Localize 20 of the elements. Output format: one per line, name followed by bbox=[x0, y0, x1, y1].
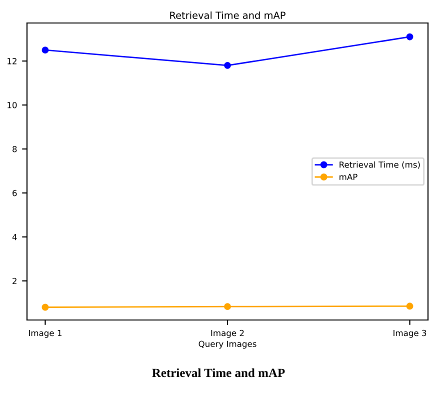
chart-title: Retrieval Time and mAP bbox=[170, 11, 286, 19]
x-axis-title: Query Images bbox=[198, 340, 256, 349]
point bbox=[224, 303, 231, 310]
legend-label: Retrieval Time (ms) bbox=[340, 161, 420, 169]
y-tick-label: 8 bbox=[12, 146, 17, 152]
x-tick-label: Image 1 bbox=[29, 330, 62, 338]
text: Retrieval Time and mAP bbox=[152, 368, 285, 378]
legend-label: mAP bbox=[340, 174, 358, 180]
point bbox=[406, 33, 414, 40]
point bbox=[406, 302, 414, 310]
x-tick-label: Image 3 bbox=[394, 330, 426, 338]
point bbox=[224, 62, 231, 69]
y-tick-label: 12 bbox=[8, 58, 16, 64]
y-tick-label: 10 bbox=[8, 102, 17, 108]
y-tick-label: 2 bbox=[12, 278, 16, 284]
point bbox=[42, 304, 49, 311]
x-tick-label: Image 2 bbox=[211, 330, 244, 338]
y-tick-label: 6 bbox=[12, 190, 17, 196]
y-tick-label: 4 bbox=[12, 234, 17, 240]
point bbox=[42, 46, 49, 54]
